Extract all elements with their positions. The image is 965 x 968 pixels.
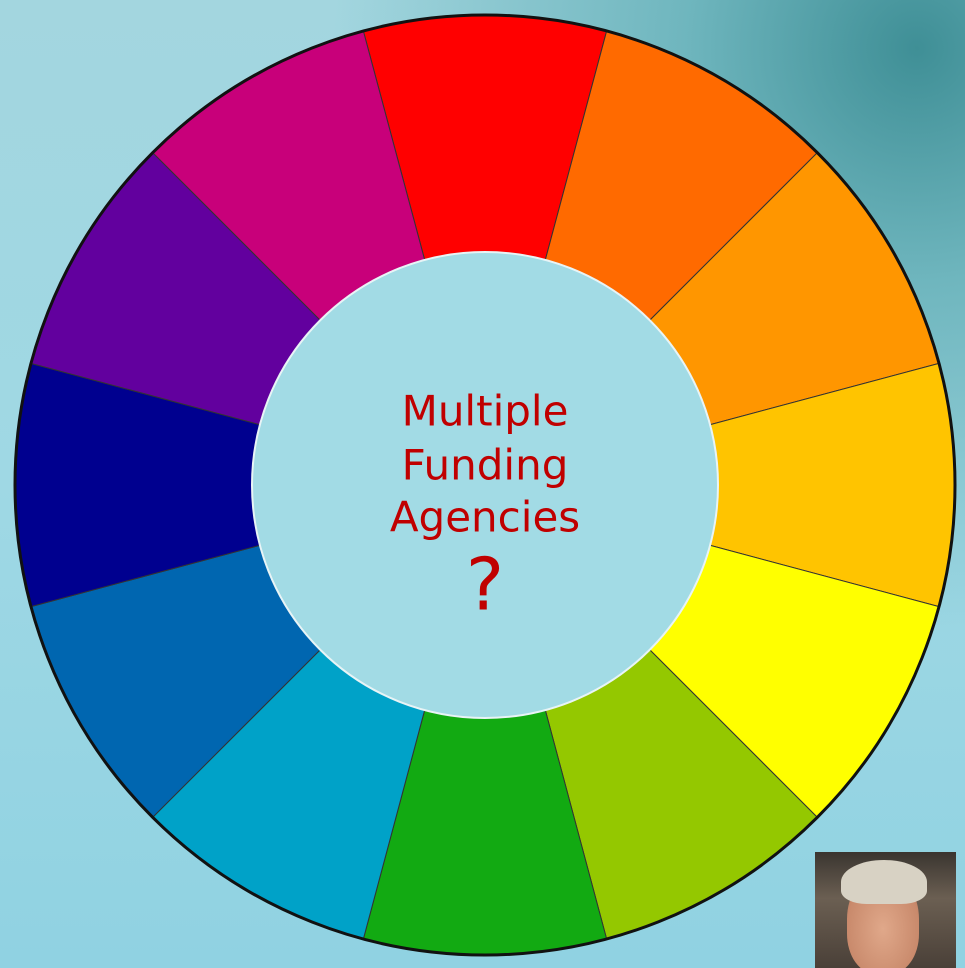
center-line: Funding [402, 441, 569, 490]
center-line: Agencies [390, 493, 580, 542]
speaker-photo [815, 852, 956, 968]
question-mark: ? [466, 543, 504, 627]
photo-hair [841, 860, 927, 904]
color-wheel: Multiple Funding Agencies ? [0, 0, 965, 968]
center-line: Multiple [402, 387, 569, 436]
slide: Multiple Funding Agencies ? [0, 0, 965, 968]
